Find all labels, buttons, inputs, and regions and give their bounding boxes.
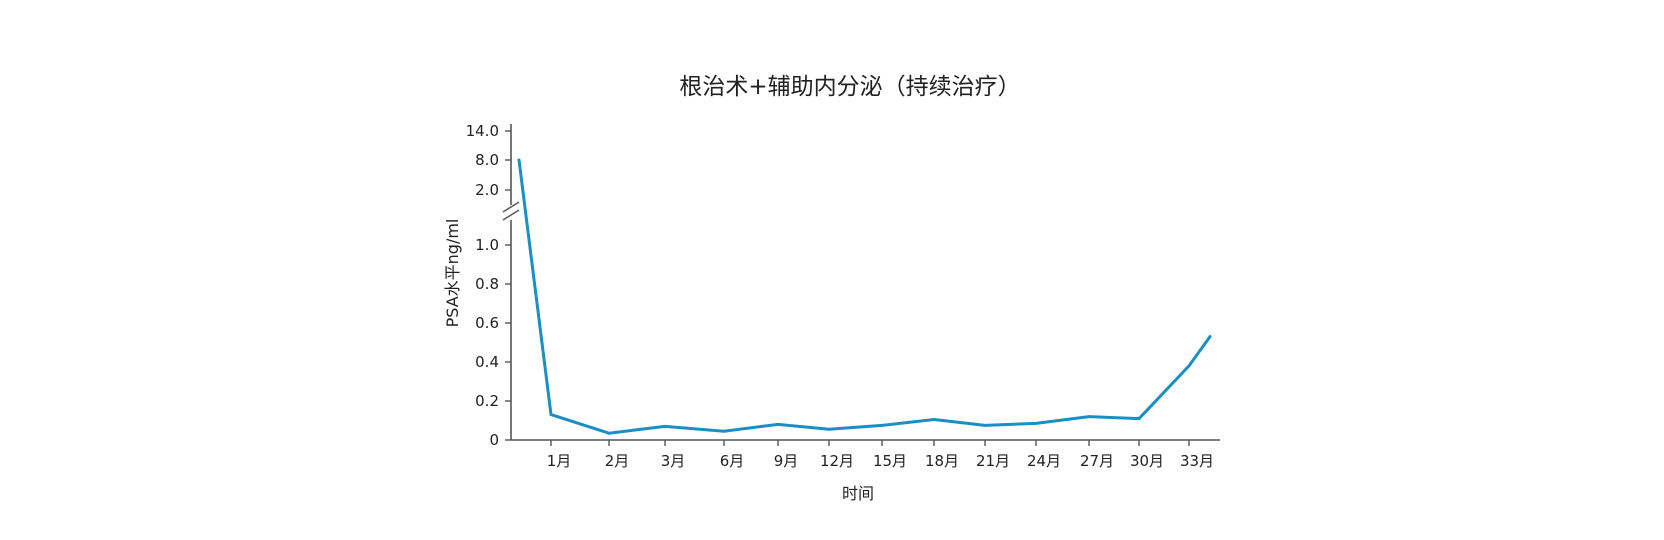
data-point bbox=[722, 429, 726, 433]
x-tick-label: 24月 bbox=[1027, 452, 1061, 470]
y-axis-label: PSA水平ng/ml bbox=[443, 219, 462, 328]
y-tick-label: 0.2 bbox=[475, 392, 499, 410]
data-point bbox=[1087, 415, 1091, 418]
x-tick-label: 6月 bbox=[720, 452, 745, 470]
x-tick-label: 2月 bbox=[605, 452, 630, 470]
x-tick-label: 33月 bbox=[1180, 452, 1214, 470]
data-point bbox=[607, 431, 611, 435]
x-tick-label: 30月 bbox=[1130, 452, 1164, 470]
x-tick-label: 21月 bbox=[976, 452, 1010, 470]
data-point bbox=[1187, 364, 1191, 368]
data-point bbox=[776, 423, 780, 426]
y-ticks: 0 0.2 0.4 0.6 0.8 1.0 2.0 8.0 14.0 bbox=[466, 122, 511, 449]
x-tick-label: 1月 bbox=[547, 452, 572, 470]
x-ticks: 1月 2月 3月 6月 9月 12月 15月 18月 21月 24月 27月 30月 33月 bbox=[547, 440, 1214, 470]
y-tick-label: 0.4 bbox=[475, 353, 499, 371]
series-line bbox=[517, 158, 1212, 435]
y-tick-label: 0.6 bbox=[475, 314, 499, 332]
x-tick-label: 18月 bbox=[925, 452, 959, 470]
data-point bbox=[827, 427, 831, 431]
data-point bbox=[517, 158, 521, 162]
data-point bbox=[1137, 417, 1141, 420]
axis-break-mark bbox=[502, 201, 520, 213]
data-point bbox=[1034, 422, 1038, 425]
x-tick-label: 12月 bbox=[820, 452, 854, 470]
y-tick-label: 2.0 bbox=[475, 181, 499, 199]
data-point bbox=[1208, 335, 1212, 338]
x-tick-label: 3月 bbox=[661, 452, 686, 470]
x-axis-label: 时间 bbox=[842, 484, 874, 503]
chart-title: 根治术+辅助内分泌（持续治疗） bbox=[679, 74, 1020, 100]
x-tick-label: 15月 bbox=[873, 452, 907, 470]
y-tick-label: 14.0 bbox=[466, 122, 499, 140]
x-tick-label: 27月 bbox=[1080, 452, 1114, 470]
data-point bbox=[983, 424, 987, 427]
y-tick-label: 1.0 bbox=[475, 236, 499, 254]
axis-break-mark bbox=[502, 209, 520, 221]
data-point bbox=[880, 424, 884, 427]
series-layer bbox=[517, 158, 1212, 435]
data-point bbox=[549, 413, 553, 416]
data-point bbox=[663, 425, 667, 428]
y-tick-label: 0 bbox=[489, 431, 499, 449]
data-point bbox=[932, 418, 936, 421]
y-tick-label: 0.8 bbox=[475, 275, 499, 293]
y-tick-label: 8.0 bbox=[475, 151, 499, 169]
x-tick-label: 9月 bbox=[774, 452, 799, 470]
axes bbox=[502, 124, 1220, 441]
